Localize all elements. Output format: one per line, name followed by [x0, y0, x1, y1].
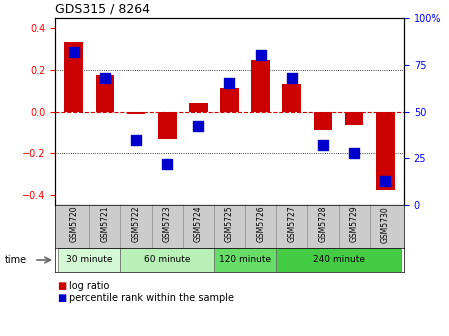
Text: ■: ■ [57, 281, 66, 291]
Bar [214, 248, 276, 272]
Text: GSM5727: GSM5727 [287, 206, 296, 243]
Point [70, 49, 77, 54]
Text: GDS315 / 8264: GDS315 / 8264 [55, 3, 150, 16]
Point [382, 178, 389, 183]
Bar [120, 248, 214, 272]
Text: time: time [5, 255, 27, 265]
Point [163, 161, 171, 167]
Bar [58, 248, 120, 272]
Text: GSM5728: GSM5728 [318, 206, 327, 242]
Text: ■: ■ [57, 293, 66, 303]
Point [226, 81, 233, 86]
Point [257, 53, 264, 58]
Bar [276, 248, 401, 272]
Text: GSM5721: GSM5721 [101, 206, 110, 242]
Bar [251, 59, 270, 112]
Text: GSM5723: GSM5723 [163, 206, 172, 243]
Text: 240 minute: 240 minute [313, 255, 365, 264]
Text: GSM5729: GSM5729 [350, 206, 359, 243]
Text: 60 minute: 60 minute [144, 255, 190, 264]
Text: 30 minute: 30 minute [66, 255, 113, 264]
Point [288, 75, 295, 81]
Point [351, 150, 358, 155]
Bar [127, 112, 145, 114]
Text: GSM5720: GSM5720 [69, 206, 78, 243]
Text: GSM5725: GSM5725 [225, 206, 234, 243]
Point [195, 124, 202, 129]
Text: GSM5724: GSM5724 [194, 206, 203, 243]
Bar [158, 112, 176, 138]
Point [101, 75, 109, 81]
Bar [282, 84, 301, 112]
Point [319, 142, 326, 148]
Bar [314, 112, 332, 130]
Text: GSM5726: GSM5726 [256, 206, 265, 243]
Text: GSM5722: GSM5722 [132, 206, 141, 242]
Bar [345, 112, 364, 125]
Text: GSM5730: GSM5730 [381, 206, 390, 243]
Bar [64, 42, 83, 112]
Text: log ratio: log ratio [69, 281, 110, 291]
Bar [376, 112, 395, 191]
Bar [96, 75, 114, 112]
Text: percentile rank within the sample: percentile rank within the sample [69, 293, 234, 303]
Text: 120 minute: 120 minute [219, 255, 271, 264]
Bar [220, 88, 239, 112]
Point [132, 137, 140, 142]
Bar [189, 103, 208, 112]
